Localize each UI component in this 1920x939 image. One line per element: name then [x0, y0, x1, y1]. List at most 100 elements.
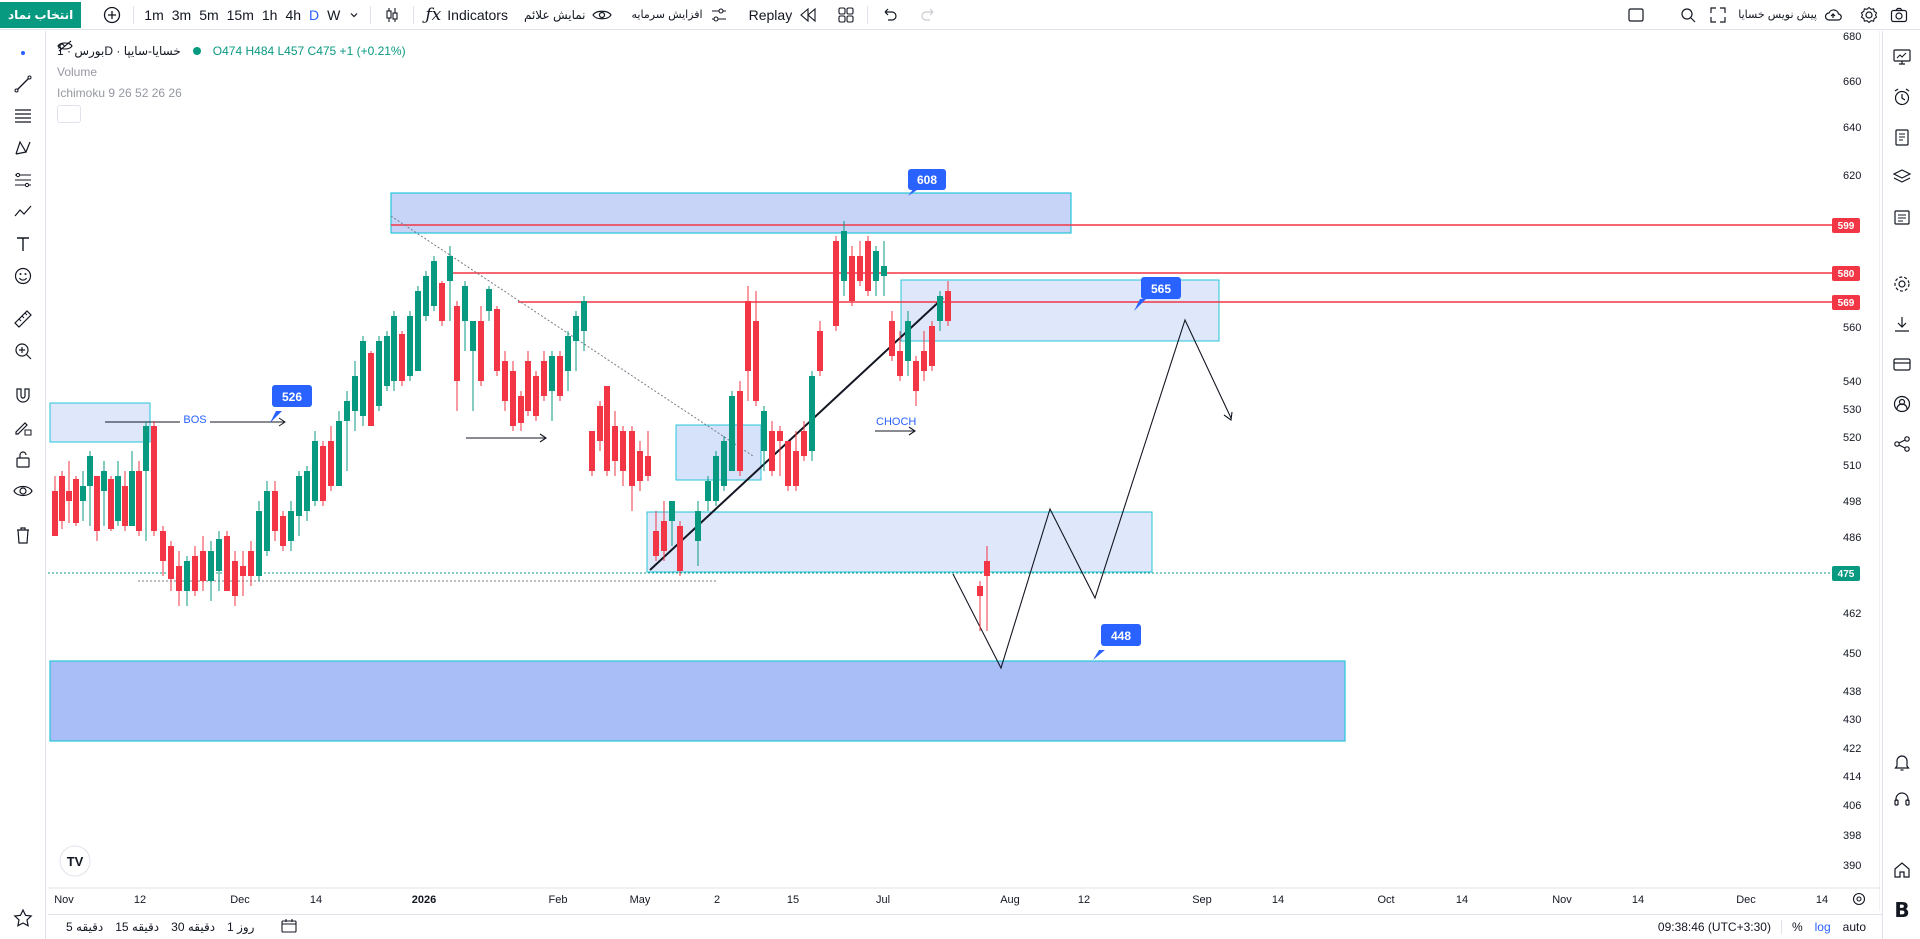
clock[interactable]: 09:38:46 (UTC+3:30)	[1657, 920, 1771, 934]
horizontal-lines-tool[interactable]	[10, 103, 36, 129]
replay-button[interactable]: Replay	[744, 2, 824, 28]
candle-body	[224, 536, 230, 591]
range-30-min[interactable]: 30 دقیقه	[171, 920, 216, 934]
timeframe-1h[interactable]: 1h	[261, 6, 278, 23]
price-axis[interactable]: 680 660 640 620 560 540 530 520 510 498 …	[1843, 31, 1861, 872]
stay-in-drawing-tool[interactable]	[10, 414, 36, 440]
chart-pane[interactable]: BOS CHOCH 608 565 526	[48, 31, 1880, 911]
undo-button[interactable]	[874, 2, 904, 28]
legend-main-row[interactable]: بورس · 1D · خسایا-سایپا O474 H484 L457 C…	[57, 40, 406, 61]
fib-tool[interactable]	[10, 167, 36, 193]
fullscreen-box-button[interactable]	[1621, 2, 1651, 28]
notifications-button[interactable]	[1889, 749, 1915, 775]
snapshot-button[interactable]	[1884, 2, 1914, 28]
candle-body	[447, 256, 453, 281]
candle-body	[677, 526, 683, 571]
brand-logo[interactable]: B	[1889, 897, 1915, 923]
candle-body	[597, 406, 603, 441]
candle-body	[581, 301, 587, 331]
symbol-search-button[interactable]: انتخاب نماد	[0, 1, 82, 28]
legend-symbol[interactable]: بورس · 1D · خسایا-سایپا	[57, 43, 181, 58]
legend-ichimoku-row[interactable]: Ichimoku 9 26 52 26 26	[57, 40, 406, 103]
range-5-min[interactable]: 5 دقیقه	[66, 920, 104, 934]
candle-body	[637, 451, 643, 481]
toolbar-divider	[867, 5, 869, 24]
log-scale-toggle[interactable]: log	[1814, 920, 1831, 934]
price-chart[interactable]: BOS CHOCH 608 565 526	[48, 31, 1880, 911]
layers-button[interactable]	[1889, 164, 1915, 190]
profile-button[interactable]	[1889, 391, 1915, 417]
time-tick: Dec	[230, 894, 250, 906]
candle-body	[248, 551, 254, 576]
tradingview-logo[interactable]: TV	[59, 845, 91, 877]
orders-button[interactable]	[1889, 351, 1915, 377]
cursor-tool[interactable]	[10, 40, 36, 66]
magnet-tool[interactable]	[10, 382, 36, 408]
date-range-button[interactable]	[274, 918, 304, 937]
capital-increase-button[interactable]: افزایش سرمایه	[627, 2, 734, 28]
auto-scale-toggle[interactable]: auto	[1842, 920, 1866, 934]
calendar-icon	[281, 918, 298, 933]
show-signals-button[interactable]: نمایش علائم	[519, 2, 617, 28]
candle-body	[897, 351, 903, 376]
time-tick: 14	[1816, 894, 1828, 906]
notes-button[interactable]	[1889, 124, 1915, 150]
price-tick: 540	[1843, 376, 1861, 388]
candle-body	[913, 361, 919, 391]
time-axis[interactable]: Nov 12 Dec 14 2026 Feb May 2 15 Jul Aug …	[54, 894, 1828, 906]
hide-drawings-tool[interactable]	[10, 478, 36, 504]
price-tick: 620	[1843, 170, 1861, 182]
news-button[interactable]	[1889, 204, 1915, 230]
support-button[interactable]	[1889, 786, 1915, 812]
projection-tool[interactable]	[10, 199, 36, 225]
timeframe-d[interactable]: D	[309, 6, 320, 23]
calendar-list-icon	[1894, 210, 1910, 225]
measure-tool[interactable]	[10, 306, 36, 332]
percent-scale-toggle[interactable]: %	[1791, 920, 1803, 934]
chart-settings-button[interactable]	[1889, 271, 1915, 297]
callout-608: 608	[908, 169, 946, 196]
candle-body	[272, 491, 278, 531]
candle-body	[612, 426, 618, 461]
redo-button[interactable]	[914, 2, 944, 28]
timeframe-dropdown[interactable]	[344, 2, 364, 28]
candle-body	[945, 291, 951, 321]
indicators-button[interactable]: ƒx Indicators	[420, 2, 513, 28]
timeframe-5m[interactable]: 5m	[199, 6, 219, 23]
legend-collapse-button[interactable]	[57, 42, 81, 123]
range-15-min[interactable]: 15 دقیقه	[115, 920, 160, 934]
settings-button[interactable]	[1854, 2, 1884, 28]
candle-body	[462, 286, 468, 321]
share-button[interactable]	[1889, 431, 1915, 457]
pattern-tool[interactable]	[10, 135, 36, 161]
time-tick: Oct	[1377, 894, 1394, 906]
ruler-icon	[14, 310, 32, 328]
emoji-tool[interactable]	[10, 263, 36, 289]
chart-type-button[interactable]	[377, 2, 407, 28]
trend-line-tool[interactable]	[10, 71, 36, 97]
quick-search-button[interactable]	[1673, 2, 1703, 28]
legend-volume-row[interactable]: Volume	[57, 40, 406, 82]
watchlist-button[interactable]	[1889, 44, 1915, 70]
zoom-tool[interactable]	[10, 338, 36, 364]
text-tool[interactable]	[10, 231, 36, 257]
alerts-button[interactable]	[1889, 84, 1915, 110]
favorites-tool[interactable]	[10, 905, 36, 931]
layout-button[interactable]	[831, 2, 861, 28]
time-axis-settings-button[interactable]	[1852, 892, 1866, 906]
candle-body	[336, 421, 342, 486]
remove-drawings-tool[interactable]	[10, 522, 36, 548]
timeframe-1m[interactable]: 1m	[144, 6, 164, 23]
add-symbol-button[interactable]	[97, 2, 127, 28]
timeframe-3m[interactable]: 3m	[171, 6, 192, 23]
download-button[interactable]	[1889, 311, 1915, 337]
timeframe-w[interactable]: W	[327, 6, 341, 23]
home-button[interactable]	[1889, 857, 1915, 883]
timeframe-15m[interactable]: 15m	[226, 6, 254, 23]
timeframe-4h[interactable]: 4h	[285, 6, 302, 23]
lock-drawings-tool[interactable]	[10, 446, 36, 472]
range-1-day[interactable]: 1 روز	[227, 920, 255, 934]
time-tick: Nov	[1552, 894, 1572, 906]
publish-draft-button[interactable]: پیش نویس خسایا	[1733, 2, 1848, 28]
fullscreen-button[interactable]	[1703, 2, 1733, 28]
